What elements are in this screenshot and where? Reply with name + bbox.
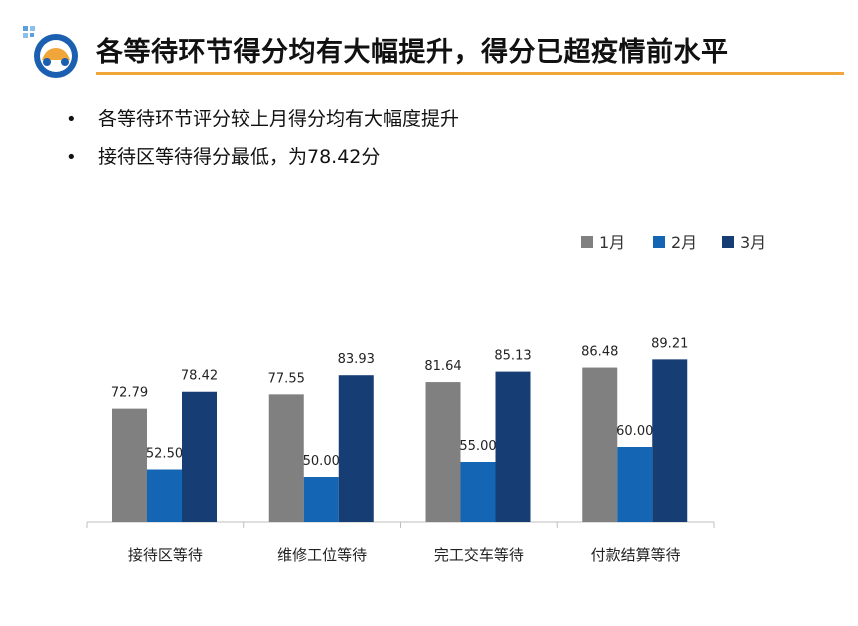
legend-swatch [722, 236, 734, 248]
data-label: 89.21 [651, 336, 688, 351]
x-tick-label: 接待区等待 [128, 546, 203, 564]
bullet-list: • 各等待环节评分较上月得分均有大幅度提升 • 接待区等待得分最低，为78.42分 [66, 104, 459, 180]
legend-label: 1月 [599, 233, 625, 252]
title-divider [96, 72, 844, 75]
data-label: 86.48 [581, 345, 618, 360]
bullet-dot: • [66, 109, 77, 130]
bar-3月 [652, 359, 688, 522]
bar-1月 [425, 382, 461, 522]
data-label: 60.00 [616, 424, 653, 439]
data-label: 55.00 [459, 439, 496, 454]
bar-3月 [182, 391, 217, 522]
data-label: 78.42 [181, 369, 218, 384]
bar-1月 [112, 408, 147, 522]
bar-1月 [268, 394, 304, 522]
bullet-dot: • [66, 147, 77, 168]
car-logo-icon [22, 24, 82, 80]
bar-2月 [147, 469, 182, 522]
bullet-item: • 各等待环节评分较上月得分均有大幅度提升 [66, 104, 459, 142]
data-label: 50.00 [303, 454, 340, 469]
data-label: 85.13 [494, 349, 531, 364]
legend-label: 3月 [740, 233, 766, 252]
bar-3月 [338, 375, 374, 522]
bullet-item: • 接待区等待得分最低，为78.42分 [66, 142, 459, 180]
bar-2月 [460, 462, 496, 522]
page-title: 各等待环节得分均有大幅提升，得分已超疫情前水平 [96, 37, 729, 68]
bar-2月 [617, 447, 653, 522]
data-label: 52.50 [146, 447, 183, 462]
bullet-text: 接待区等待得分最低，为78.42分 [98, 146, 381, 168]
x-tick-label: 维修工位等待 [277, 546, 367, 564]
legend-label: 2月 [671, 233, 697, 252]
x-tick-label: 付款结算等待 [591, 546, 681, 564]
legend-swatch [581, 236, 593, 248]
x-tick-label: 完工交车等待 [434, 546, 524, 564]
data-label: 81.64 [424, 359, 461, 374]
bar-3月 [495, 371, 531, 522]
legend-swatch [653, 236, 665, 248]
bar-1月 [582, 367, 618, 522]
data-label: 83.93 [338, 352, 375, 367]
bar-2月 [303, 477, 339, 522]
bullet-text: 各等待环节评分较上月得分均有大幅度提升 [98, 108, 460, 130]
data-label: 72.79 [111, 386, 148, 401]
data-label: 77.55 [268, 371, 305, 386]
